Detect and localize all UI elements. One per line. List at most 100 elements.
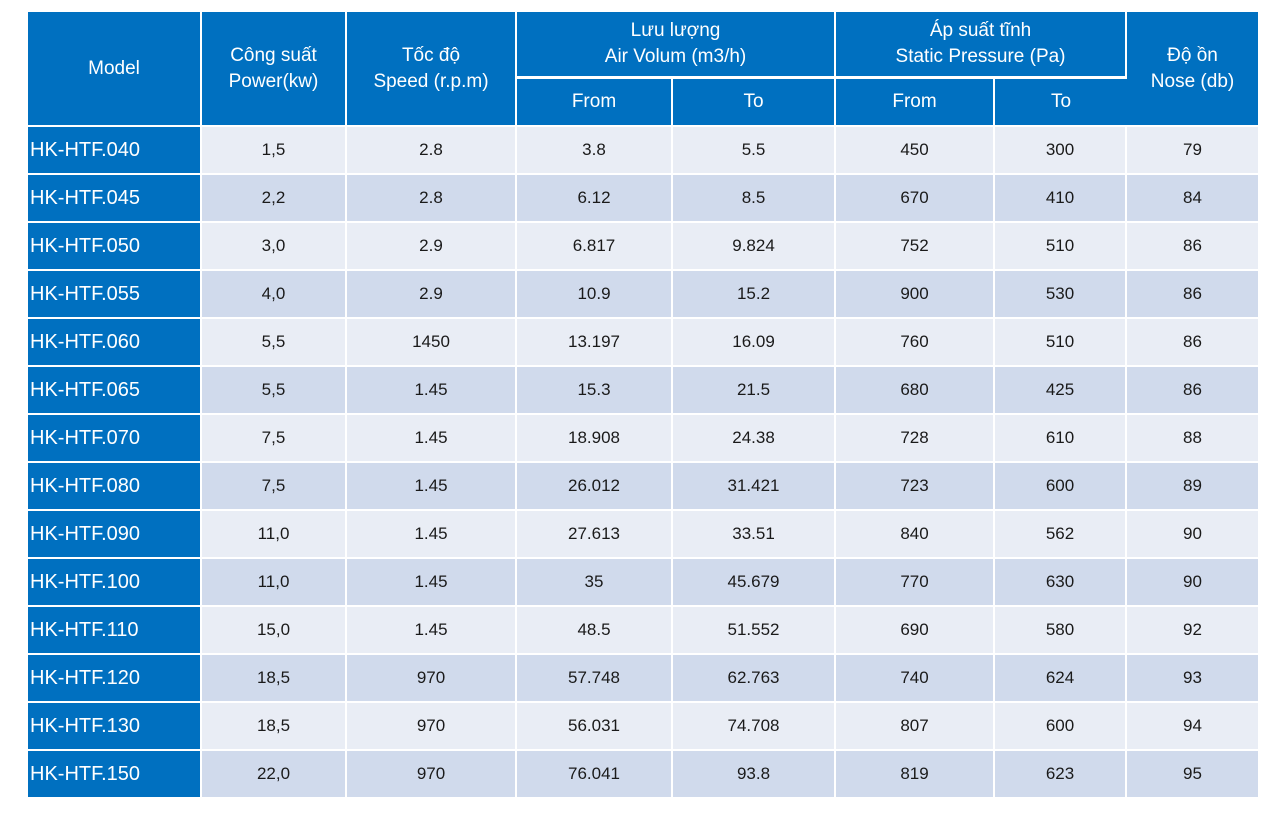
table-row: HK-HTF.080 7,5 1.45 26.012 31.421 723 600 89	[28, 461, 1259, 509]
speed-cell: 1450	[347, 317, 517, 365]
table-row: HK-HTF.150 22,0 970 76.041 93.8 819 623 95	[28, 749, 1259, 797]
airflow-from-cell: 48.5	[517, 605, 673, 653]
table-body: HK-HTF.040 1,5 2.8 3.8 5.5 450 300 79 HK-HTF.045…	[28, 125, 1259, 797]
model-cell: HK-HTF.065	[28, 365, 202, 413]
header-pressure-to: To	[995, 79, 1128, 125]
header-pressure-en: Static Pressure (Pa)	[895, 46, 1066, 67]
header-model-label: Model	[88, 57, 140, 79]
airflow-from-cell: 13.197	[517, 317, 673, 365]
model-cell: HK-HTF.130	[28, 701, 202, 749]
table-row: HK-HTF.060 5,5 1450 13.197 16.09 760 510 86	[28, 317, 1259, 365]
airflow-from-cell: 6.12	[517, 173, 673, 221]
airflow-to-cell: 15.2	[673, 269, 837, 317]
header-power-en: Power(kw)	[228, 70, 319, 92]
airflow-from-cell: 10.9	[517, 269, 673, 317]
table-row: HK-HTF.050 3,0 2.9 6.817 9.824 752 510 86	[28, 221, 1259, 269]
noise-cell: 92	[1127, 605, 1259, 653]
airflow-to-cell: 45.679	[673, 557, 837, 605]
header-airflow-to: To	[673, 79, 837, 125]
power-cell: 18,5	[202, 701, 347, 749]
airflow-from-cell: 3.8	[517, 125, 673, 173]
airflow-from-cell: 57.748	[517, 653, 673, 701]
pressure-to-cell: 630	[995, 557, 1128, 605]
airflow-to-cell: 5.5	[673, 125, 837, 173]
power-cell: 18,5	[202, 653, 347, 701]
airflow-to-cell: 9.824	[673, 221, 837, 269]
pressure-to-cell: 600	[995, 701, 1128, 749]
pressure-to-cell: 300	[995, 125, 1128, 173]
pressure-to-cell: 510	[995, 317, 1128, 365]
header-speed-en: Speed (r.p.m)	[373, 70, 489, 92]
header-speed-vi: Tốc độ	[401, 44, 461, 66]
table-row: HK-HTF.045 2,2 2.8 6.12 8.5 670 410 84	[28, 173, 1259, 221]
airflow-from-cell: 18.908	[517, 413, 673, 461]
power-cell: 11,0	[202, 509, 347, 557]
model-cell: HK-HTF.055	[28, 269, 202, 317]
table-row: HK-HTF.065 5,5 1.45 15.3 21.5 680 425 86	[28, 365, 1259, 413]
speed-cell: 970	[347, 653, 517, 701]
power-cell: 5,5	[202, 317, 347, 365]
airflow-to-cell: 31.421	[673, 461, 837, 509]
model-cell: HK-HTF.080	[28, 461, 202, 509]
pressure-to-cell: 530	[995, 269, 1128, 317]
header-airflow-to-label: To	[743, 91, 764, 112]
noise-cell: 86	[1127, 269, 1259, 317]
noise-cell: 93	[1127, 653, 1259, 701]
header-power: Công suất Power(kw)	[202, 12, 347, 125]
speed-cell: 2.9	[347, 221, 517, 269]
model-cell: HK-HTF.050	[28, 221, 202, 269]
pressure-from-cell: 450	[836, 125, 996, 173]
airflow-to-cell: 93.8	[673, 749, 837, 797]
pressure-from-cell: 728	[836, 413, 996, 461]
power-cell: 7,5	[202, 461, 347, 509]
header-airflow: Lưu lượng Air Volum (m3/h)	[517, 12, 837, 79]
model-cell: HK-HTF.110	[28, 605, 202, 653]
model-cell: HK-HTF.100	[28, 557, 202, 605]
noise-cell: 86	[1127, 317, 1259, 365]
noise-cell: 89	[1127, 461, 1259, 509]
table-row: HK-HTF.120 18,5 970 57.748 62.763 740 624 93	[28, 653, 1259, 701]
pressure-to-cell: 510	[995, 221, 1128, 269]
pressure-from-cell: 770	[836, 557, 996, 605]
noise-cell: 90	[1127, 509, 1259, 557]
speed-cell: 970	[347, 701, 517, 749]
airflow-to-cell: 8.5	[673, 173, 837, 221]
power-cell: 7,5	[202, 413, 347, 461]
speed-cell: 1.45	[347, 557, 517, 605]
table-row: HK-HTF.055 4,0 2.9 10.9 15.2 900 530 86	[28, 269, 1259, 317]
airflow-from-cell: 27.613	[517, 509, 673, 557]
header-pressure-from-label: From	[892, 91, 937, 112]
airflow-to-cell: 62.763	[673, 653, 837, 701]
header-model: Model	[28, 12, 202, 125]
power-cell: 22,0	[202, 749, 347, 797]
model-cell: HK-HTF.090	[28, 509, 202, 557]
noise-cell: 86	[1127, 365, 1259, 413]
header-pressure-from: From	[836, 79, 996, 125]
power-cell: 5,5	[202, 365, 347, 413]
speed-cell: 1.45	[347, 605, 517, 653]
pressure-from-cell: 819	[836, 749, 996, 797]
header-pressure: Áp suất tĩnh Static Pressure (Pa)	[836, 12, 1128, 79]
pressure-to-cell: 580	[995, 605, 1128, 653]
model-cell: HK-HTF.070	[28, 413, 202, 461]
airflow-from-cell: 15.3	[517, 365, 673, 413]
airflow-from-cell: 35	[517, 557, 673, 605]
pressure-from-cell: 840	[836, 509, 996, 557]
noise-cell: 86	[1127, 221, 1259, 269]
header-airflow-from: From	[517, 79, 673, 125]
power-cell: 11,0	[202, 557, 347, 605]
model-cell: HK-HTF.150	[28, 749, 202, 797]
header-pressure-to-label: To	[1050, 91, 1072, 112]
airflow-to-cell: 33.51	[673, 509, 837, 557]
table-row: HK-HTF.100 11,0 1.45 35 45.679 770 630 90	[28, 557, 1259, 605]
pressure-from-cell: 740	[836, 653, 996, 701]
speed-cell: 1.45	[347, 509, 517, 557]
pressure-to-cell: 410	[995, 173, 1128, 221]
table-header: Model Công suất Power(kw) Tốc độ Speed (…	[28, 12, 1259, 125]
airflow-from-cell: 26.012	[517, 461, 673, 509]
table-row: HK-HTF.130 18,5 970 56.031 74.708 807 600 94	[28, 701, 1259, 749]
pressure-from-cell: 690	[836, 605, 996, 653]
table-row: HK-HTF.090 11,0 1.45 27.613 33.51 840 562 90	[28, 509, 1259, 557]
airflow-from-cell: 6.817	[517, 221, 673, 269]
header-pressure-vi: Áp suất tĩnh	[929, 20, 1032, 41]
